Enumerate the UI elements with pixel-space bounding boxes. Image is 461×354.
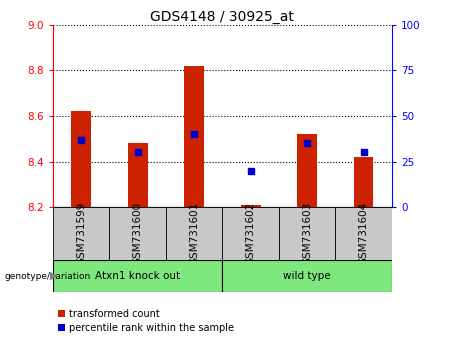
Legend: transformed count, percentile rank within the sample: transformed count, percentile rank withi…	[58, 309, 234, 333]
Text: GSM731600: GSM731600	[133, 202, 143, 265]
Bar	[279, 207, 336, 260]
Text: genotype/variation: genotype/variation	[5, 272, 91, 281]
Bar	[53, 207, 110, 260]
Text: GSM731601: GSM731601	[189, 202, 199, 265]
Bar	[354, 157, 373, 207]
Text: ▶: ▶	[50, 271, 58, 281]
Bar	[128, 143, 148, 207]
Text: GSM731604: GSM731604	[359, 202, 369, 265]
Bar	[241, 205, 260, 207]
Bar	[53, 260, 222, 292]
Title: GDS4148 / 30925_at: GDS4148 / 30925_at	[150, 10, 295, 24]
Bar	[222, 260, 392, 292]
Text: wild type: wild type	[284, 271, 331, 281]
Bar	[297, 134, 317, 207]
Text: Atxn1 knock out: Atxn1 knock out	[95, 271, 180, 281]
Text: GSM731603: GSM731603	[302, 202, 312, 265]
Bar	[110, 207, 166, 260]
Bar	[71, 112, 91, 207]
Bar	[222, 207, 279, 260]
Bar	[184, 66, 204, 207]
Text: GSM731599: GSM731599	[76, 202, 86, 266]
Text: GSM731602: GSM731602	[246, 202, 256, 265]
Bar	[336, 207, 392, 260]
Bar	[166, 207, 222, 260]
